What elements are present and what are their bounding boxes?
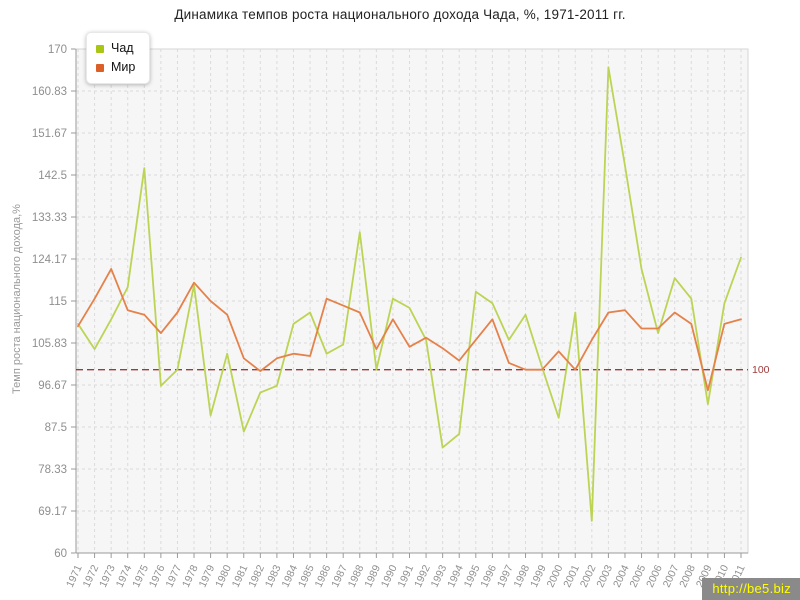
y-tick-label: 115 <box>49 296 67 308</box>
y-tick-label: 105.83 <box>32 338 67 350</box>
y-tick-label: 133.33 <box>32 212 67 224</box>
y-tick-label: 151.67 <box>32 128 67 140</box>
y-tick-label: 124.17 <box>32 254 67 266</box>
y-tick-label: 78.33 <box>38 464 67 476</box>
y-tick-label: 60 <box>54 548 67 560</box>
series-line-chad <box>77 66 742 522</box>
y-tick-label: 142.5 <box>38 170 67 182</box>
y-tick-label: 170 <box>48 44 67 56</box>
chart-legend: Чад Мир <box>86 32 151 84</box>
legend-item-mir: Мир <box>96 58 135 77</box>
chad-series-swatch <box>96 44 104 53</box>
y-tick-label: 69.17 <box>38 506 67 518</box>
chart-title: Динамика темпов роста национального дохо… <box>174 7 626 22</box>
legend-item-chad: Чад <box>96 39 135 58</box>
y-tick-label: 160.83 <box>32 86 67 98</box>
series-line-mir <box>77 267 742 392</box>
legend-label-chad: Чад <box>111 41 134 56</box>
legend-label-mir: Мир <box>111 60 136 75</box>
watermark-link[interactable]: http://be5.biz <box>702 578 800 600</box>
y-tick-label: 96.67 <box>38 380 67 392</box>
y-tick-label: 87.5 <box>45 422 67 434</box>
reference-line-label: 100 <box>752 364 770 376</box>
mir-series-swatch <box>96 63 104 72</box>
